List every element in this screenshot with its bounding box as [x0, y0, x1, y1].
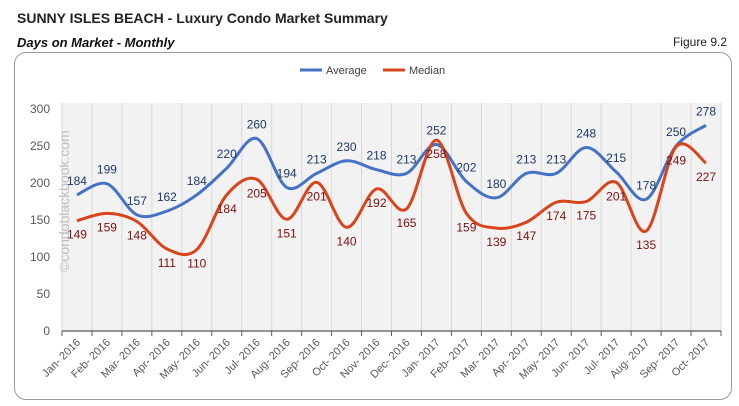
- y-tick-label: 250: [30, 139, 50, 153]
- data-label-average: 157: [127, 194, 147, 208]
- data-label-average: 230: [337, 140, 357, 154]
- data-label-median: 139: [486, 235, 506, 249]
- data-label-median: 147: [516, 229, 536, 243]
- data-label-median: 165: [396, 216, 416, 230]
- data-label-median: 227: [696, 170, 716, 184]
- data-label-average: 252: [426, 124, 446, 138]
- data-label-average: 250: [666, 125, 686, 139]
- data-label-average: 194: [277, 166, 297, 180]
- data-label-median: 201: [606, 189, 626, 203]
- data-label-median: 258: [426, 147, 446, 161]
- y-tick-label: 300: [30, 102, 50, 116]
- data-label-average: 260: [247, 118, 267, 132]
- data-label-median: 159: [97, 220, 117, 234]
- data-label-median: 110: [187, 257, 206, 271]
- data-label-average: 213: [307, 152, 327, 166]
- data-label-median: 184: [217, 202, 237, 216]
- data-label-median: 149: [67, 228, 87, 242]
- y-tick-label: 100: [30, 250, 50, 264]
- watermark: ©condoblackbook.com: [56, 130, 72, 272]
- data-label-median: 135: [636, 238, 656, 252]
- series-line-median: [76, 138, 707, 257]
- chart-frame: [14, 52, 732, 400]
- data-label-median: 174: [546, 209, 566, 223]
- legend-label-median: Median: [409, 65, 445, 77]
- figure-number: Figure 9.2: [672, 35, 727, 49]
- data-label-average: 213: [516, 152, 536, 166]
- y-tick-label: 0: [43, 324, 50, 338]
- data-label-average: 220: [217, 147, 237, 161]
- data-label-median: 192: [367, 196, 387, 210]
- report-title: SUNNY ISLES BEACH - Luxury Condo Market …: [17, 10, 388, 26]
- y-tick-label: 150: [30, 213, 50, 227]
- legend-label-average: Average: [326, 65, 367, 77]
- data-label-average: 162: [157, 190, 177, 204]
- data-label-average: 202: [456, 161, 476, 175]
- data-label-median: 201: [307, 189, 327, 203]
- data-label-median: 151: [277, 226, 297, 240]
- data-label-median: 140: [337, 234, 357, 248]
- data-label-median: 159: [456, 220, 476, 234]
- chart-subtitle: Days on Market - Monthly: [17, 35, 175, 50]
- data-label-average: 248: [576, 126, 596, 140]
- y-tick-label: 200: [30, 176, 50, 190]
- data-label-average: 218: [367, 149, 387, 163]
- y-tick-label: 50: [37, 287, 51, 301]
- data-label-average: 213: [396, 152, 416, 166]
- series-line-average: [76, 124, 707, 219]
- data-label-average: 213: [546, 152, 566, 166]
- data-label-median: 249: [666, 154, 686, 168]
- data-label-median: 148: [127, 228, 147, 242]
- data-label-average: 199: [97, 163, 117, 177]
- data-label-median: 111: [158, 256, 177, 270]
- data-label-average: 178: [636, 178, 656, 192]
- data-label-average: 184: [67, 174, 87, 188]
- data-label-average: 184: [187, 174, 207, 188]
- data-label-average: 278: [696, 104, 716, 118]
- data-label-median: 175: [576, 209, 596, 223]
- data-label-average: 180: [486, 177, 506, 191]
- data-label-average: 215: [606, 151, 626, 165]
- data-label-median: 205: [247, 186, 267, 200]
